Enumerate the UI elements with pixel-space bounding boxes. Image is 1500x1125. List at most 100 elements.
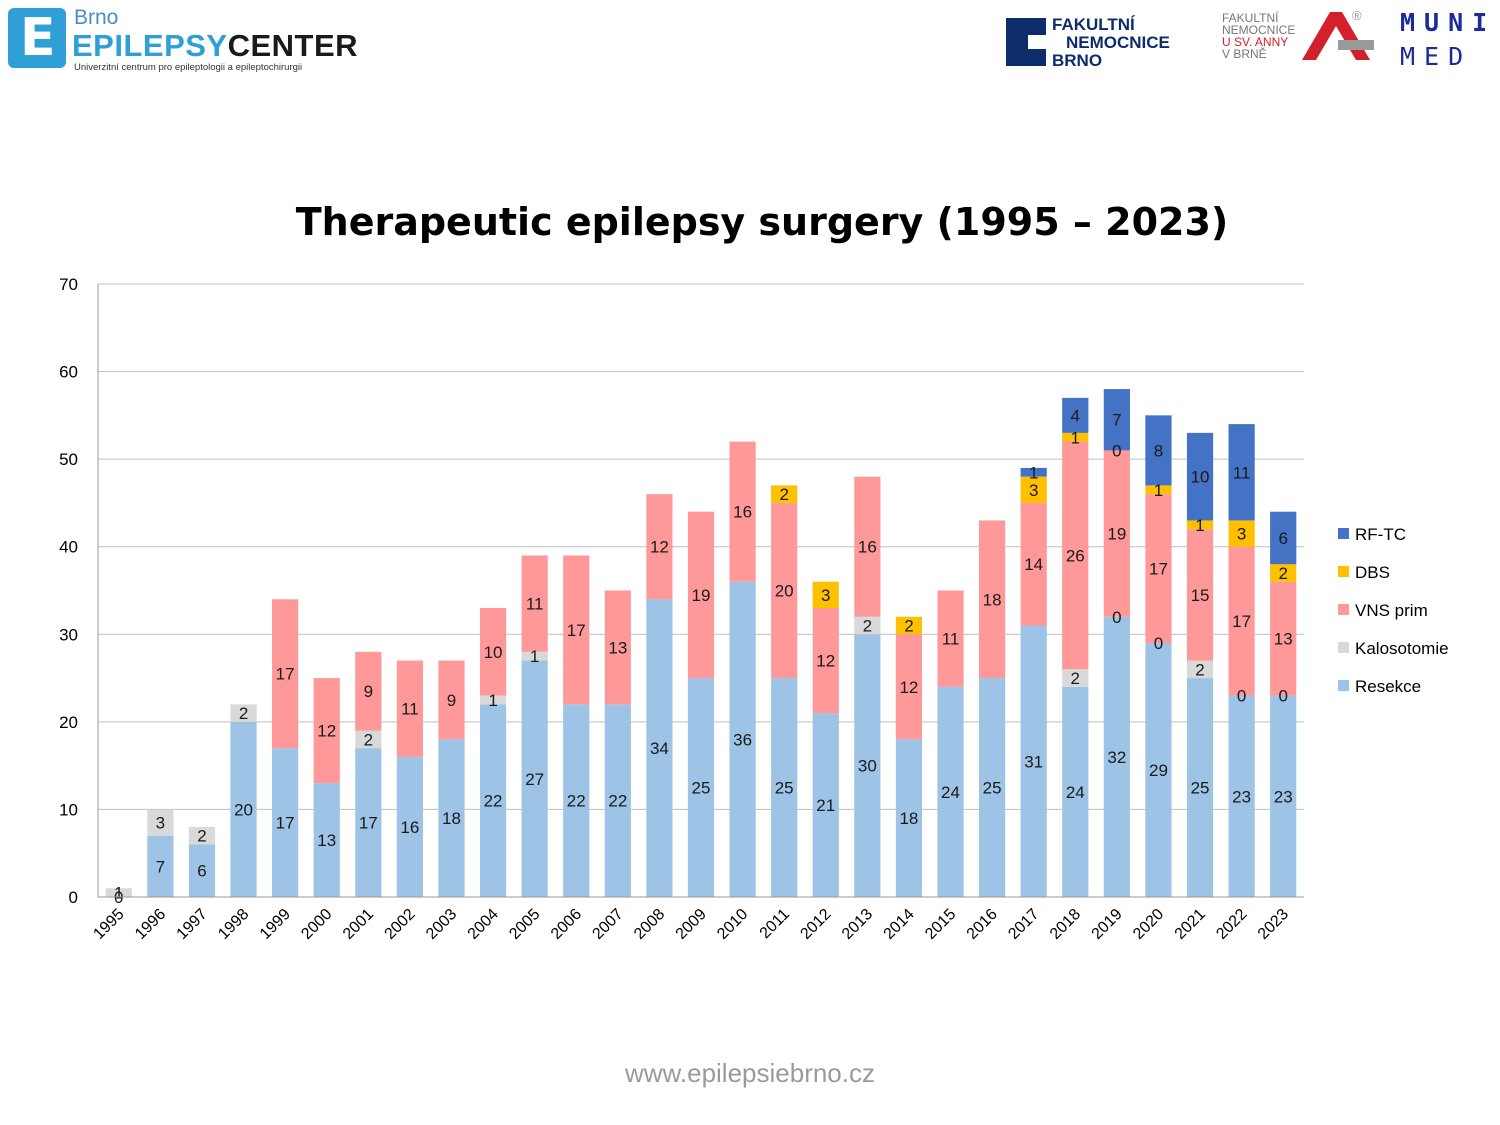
- data-label: 11: [1233, 463, 1251, 482]
- data-label: 17: [1149, 560, 1168, 579]
- data-label: 2: [1195, 660, 1204, 679]
- bar-segment: [1228, 695, 1255, 897]
- data-label: 7: [156, 857, 165, 876]
- data-label: 4: [1071, 406, 1080, 425]
- bar-segment: [563, 704, 590, 897]
- data-label: 13: [317, 831, 336, 850]
- chart-bars: [105, 389, 1297, 897]
- bar-segment: [1186, 520, 1214, 530]
- bar-segment: [729, 581, 756, 897]
- fnusa-line2: NEMOCNICE: [1222, 23, 1296, 37]
- bar-segment: [1145, 643, 1172, 897]
- bar-segment: [1103, 450, 1130, 617]
- x-tick-label: 2000: [298, 906, 335, 943]
- stacked-bar-chart: 0173622021717131217291611189221102711122…: [59, 275, 1449, 943]
- data-label: 0: [1112, 441, 1121, 460]
- fnusa-line1: FAKULTNÍ: [1222, 11, 1279, 25]
- bar-segment: [1228, 520, 1255, 547]
- x-tick-label: 2008: [631, 906, 668, 943]
- bar-segment: [147, 835, 174, 897]
- data-label: 21: [816, 796, 835, 815]
- bar-segment: [854, 476, 881, 617]
- bar-segment: [355, 730, 382, 749]
- y-tick-label: 70: [59, 275, 78, 294]
- epilepsy-center-logo[interactable]: E Brno EPILEPSYCENTER Univerzitní centru…: [8, 6, 358, 73]
- bar-segment: [1186, 529, 1214, 661]
- bar-segment: [272, 748, 299, 897]
- x-tick-label: 2011: [757, 906, 793, 942]
- data-label: 19: [1107, 525, 1126, 544]
- x-tick-label: 2010: [714, 906, 751, 943]
- bar-segment: [604, 704, 631, 897]
- data-label: 0: [1237, 687, 1246, 706]
- data-label: 23: [1274, 787, 1293, 806]
- bar-segment: [1270, 564, 1297, 582]
- legend-label: DBS: [1355, 563, 1390, 582]
- fnusa-logo[interactable]: FAKULTNÍ NEMOCNICE U SV. ANNY V BRNĚ ®: [1222, 8, 1382, 70]
- data-label: 17: [359, 814, 378, 833]
- bar-segment: [521, 651, 548, 661]
- bar-segment: [1186, 660, 1214, 679]
- x-tick-label: 2020: [1130, 906, 1167, 943]
- fnusa-mark-icon: ®: [1302, 8, 1374, 60]
- data-label: 2: [197, 827, 206, 846]
- x-tick-label: 1995: [90, 906, 127, 943]
- bar-segment: [1145, 415, 1172, 486]
- bar-segment: [1062, 686, 1089, 897]
- bar-segment: [1020, 467, 1047, 477]
- data-label: 11: [401, 700, 419, 719]
- y-tick-label: 30: [59, 625, 78, 644]
- data-label: 16: [858, 538, 877, 557]
- legend-label: Kalosotomie: [1355, 639, 1449, 658]
- fnb-line2: NEMOCNICE: [1066, 33, 1170, 52]
- bar-segment: [895, 739, 923, 897]
- muni-med-logo[interactable]: MUNI MED: [1400, 8, 1490, 74]
- x-tick-label: 1997: [174, 906, 211, 943]
- data-label: 20: [234, 800, 253, 819]
- bar-segment: [230, 721, 257, 897]
- data-label: 2: [904, 617, 913, 636]
- bar-segment: [854, 616, 881, 635]
- x-tick-label: 2022: [1213, 906, 1250, 943]
- bar-segment: [188, 826, 216, 845]
- bar-segment: [1062, 669, 1089, 687]
- bar-segment: [521, 555, 548, 652]
- bar-segment: [812, 608, 839, 714]
- y-tick-label: 40: [59, 538, 78, 557]
- bar-segment: [396, 756, 423, 897]
- data-label: 11: [526, 595, 544, 614]
- bar-segment: [729, 441, 756, 582]
- bar-segment: [105, 888, 132, 897]
- data-label: 29: [1149, 761, 1168, 780]
- logo-city: Brno: [74, 6, 119, 29]
- legend-swatch: [1338, 604, 1349, 615]
- bar-segment: [687, 678, 715, 897]
- footer-url[interactable]: www.epilepsiebrno.cz: [624, 1058, 875, 1088]
- legend-swatch: [1338, 528, 1349, 539]
- x-tick-label: 1999: [257, 906, 294, 943]
- data-label: 2: [779, 485, 788, 504]
- data-label: 17: [567, 621, 586, 640]
- data-label: 25: [692, 779, 711, 798]
- bar-segment: [812, 581, 839, 609]
- logo-brand-part2: CENTER: [227, 28, 359, 63]
- bar-segment: [1145, 494, 1172, 644]
- data-label: 1: [114, 884, 123, 903]
- muni-text: MUNI: [1400, 8, 1497, 37]
- bar-segment: [979, 678, 1006, 897]
- bar-segment: [1270, 695, 1297, 897]
- x-tick-label: 2021: [1172, 906, 1209, 943]
- bar-segment: [1020, 476, 1047, 503]
- data-label: 16: [733, 503, 752, 522]
- x-tick-label: 2017: [1005, 906, 1042, 943]
- bar-segment: [1020, 625, 1047, 897]
- data-label: 18: [442, 809, 461, 828]
- fnb-logo[interactable]: FAKULTNÍ NEMOCNICE BRNO: [1006, 14, 1196, 70]
- data-label: 17: [1232, 612, 1251, 631]
- fnusa-logo-text: FAKULTNÍ NEMOCNICE U SV. ANNY V BRNĚ: [1222, 12, 1295, 60]
- data-label: 0: [1112, 608, 1121, 627]
- x-tick-label: 2009: [673, 906, 710, 943]
- bar-segment: [521, 660, 548, 897]
- bar-segment: [479, 608, 507, 696]
- data-label: 23: [1232, 787, 1251, 806]
